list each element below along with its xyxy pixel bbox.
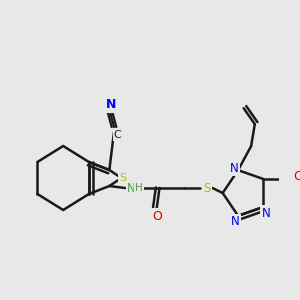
Text: H: H (135, 183, 143, 193)
Text: N: N (261, 207, 270, 220)
Text: N: N (106, 98, 116, 112)
Text: O: O (293, 170, 300, 183)
Text: S: S (119, 173, 126, 183)
Text: N: N (127, 182, 136, 194)
Text: N: N (230, 162, 239, 175)
Text: C: C (114, 130, 122, 140)
Text: N: N (231, 215, 240, 228)
Text: O: O (153, 209, 163, 223)
Text: S: S (203, 182, 211, 194)
